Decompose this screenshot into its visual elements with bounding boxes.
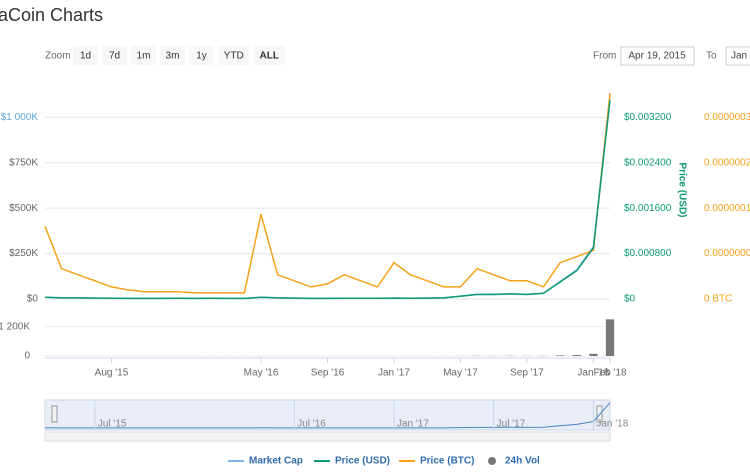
y3-tick-label: 0.0000002: [704, 157, 750, 168]
legend-marker[interactable]: [488, 457, 496, 465]
zoom-button-label[interactable]: 1y: [196, 51, 207, 62]
series-line: [44, 95, 611, 300]
y2-tick-label: $0.001600: [624, 203, 672, 214]
y2-tick-label: $0: [624, 294, 636, 305]
zoom-button-label[interactable]: 3m: [166, 51, 180, 62]
legend-label[interactable]: 24h Vol: [505, 456, 540, 467]
to-input[interactable]: [725, 46, 750, 66]
navigator[interactable]: [44, 399, 611, 431]
navigator-line: [44, 402, 611, 429]
series-line: [44, 92, 611, 294]
zoom-button-label[interactable]: 1d: [80, 51, 91, 62]
y3-tick-label: 0.0000000: [704, 248, 750, 259]
y2-tick-label: $0.003200: [624, 112, 672, 123]
y3-tick-label: 0.0000001: [704, 203, 750, 214]
y-tick-label: $0: [27, 294, 39, 305]
y2-tick-label: $0.000800: [624, 248, 672, 259]
legend-label[interactable]: Market Cap: [249, 456, 303, 467]
y-tick-label: $1 000K: [1, 112, 39, 123]
legend-label[interactable]: Price (USD): [335, 456, 390, 467]
zoom-button[interactable]: [73, 46, 98, 65]
to-label: To: [706, 51, 717, 62]
vol-tick-label: 0: [24, 351, 30, 362]
scrollbar[interactable]: [44, 431, 611, 442]
legend-label[interactable]: Price (BTC): [420, 456, 474, 467]
navigator-tick-label: Jul '17: [497, 419, 526, 430]
y2-axis-title: Price (USD): [676, 162, 687, 217]
volume-bar: [572, 355, 581, 356]
x-tick-label: Aug '15: [95, 368, 129, 379]
zoom-button[interactable]: [102, 46, 127, 65]
y3-tick-label: 0 BTC: [704, 294, 732, 305]
y-tick-label: $500K: [9, 203, 38, 214]
y2-tick-label: $0.002400: [624, 157, 672, 168]
x-tick-label: May '16: [244, 368, 279, 379]
x-tick-label: Feb '18: [593, 368, 626, 379]
x-tick-label: Sep '17: [510, 368, 544, 379]
x-tick-label: May '17: [443, 368, 478, 379]
x-tick-label: Jan '18: [577, 368, 609, 379]
zoom-button-label[interactable]: 7d: [109, 51, 120, 62]
zoom-label: Zoom: [45, 51, 71, 62]
zoom-button-label[interactable]: ALL: [260, 51, 279, 62]
y-tick-label: $250K: [9, 248, 38, 259]
navigator-tick-label: Jan '18: [596, 419, 628, 430]
vol-tick-label: 1 200K: [0, 321, 30, 332]
from-label: From: [593, 51, 616, 62]
from-value[interactable]: Apr 19, 2015: [628, 51, 686, 62]
zoom-button-label[interactable]: YTD: [224, 51, 244, 62]
zoom-button[interactable]: [218, 46, 250, 65]
from-input[interactable]: [620, 46, 695, 66]
volume-bar: [555, 355, 565, 356]
navigator-handle[interactable]: [51, 405, 58, 423]
zoom-button[interactable]: [160, 46, 185, 65]
zoom-button-label[interactable]: 1m: [137, 51, 151, 62]
volume-bar: [605, 319, 615, 356]
chart-title: aCoin Charts: [0, 5, 103, 25]
x-tick-label: Jan '17: [378, 368, 410, 379]
to-value[interactable]: Jan 3: [731, 51, 750, 62]
series-line: [44, 100, 611, 300]
zoom-button[interactable]: [189, 46, 214, 65]
y3-tick-label: 0.0000003: [704, 112, 750, 123]
y-tick-label: $750K: [9, 157, 38, 168]
navigator-tick-label: Jan '17: [397, 419, 429, 430]
zoom-button[interactable]: [131, 46, 156, 65]
navigator-tick-label: Jul '16: [297, 419, 326, 430]
navigator-tick-label: Jul '15: [98, 419, 127, 430]
x-tick-label: Sep '16: [311, 368, 345, 379]
zoom-button[interactable]: [253, 46, 286, 65]
volume-bar: [589, 353, 598, 356]
